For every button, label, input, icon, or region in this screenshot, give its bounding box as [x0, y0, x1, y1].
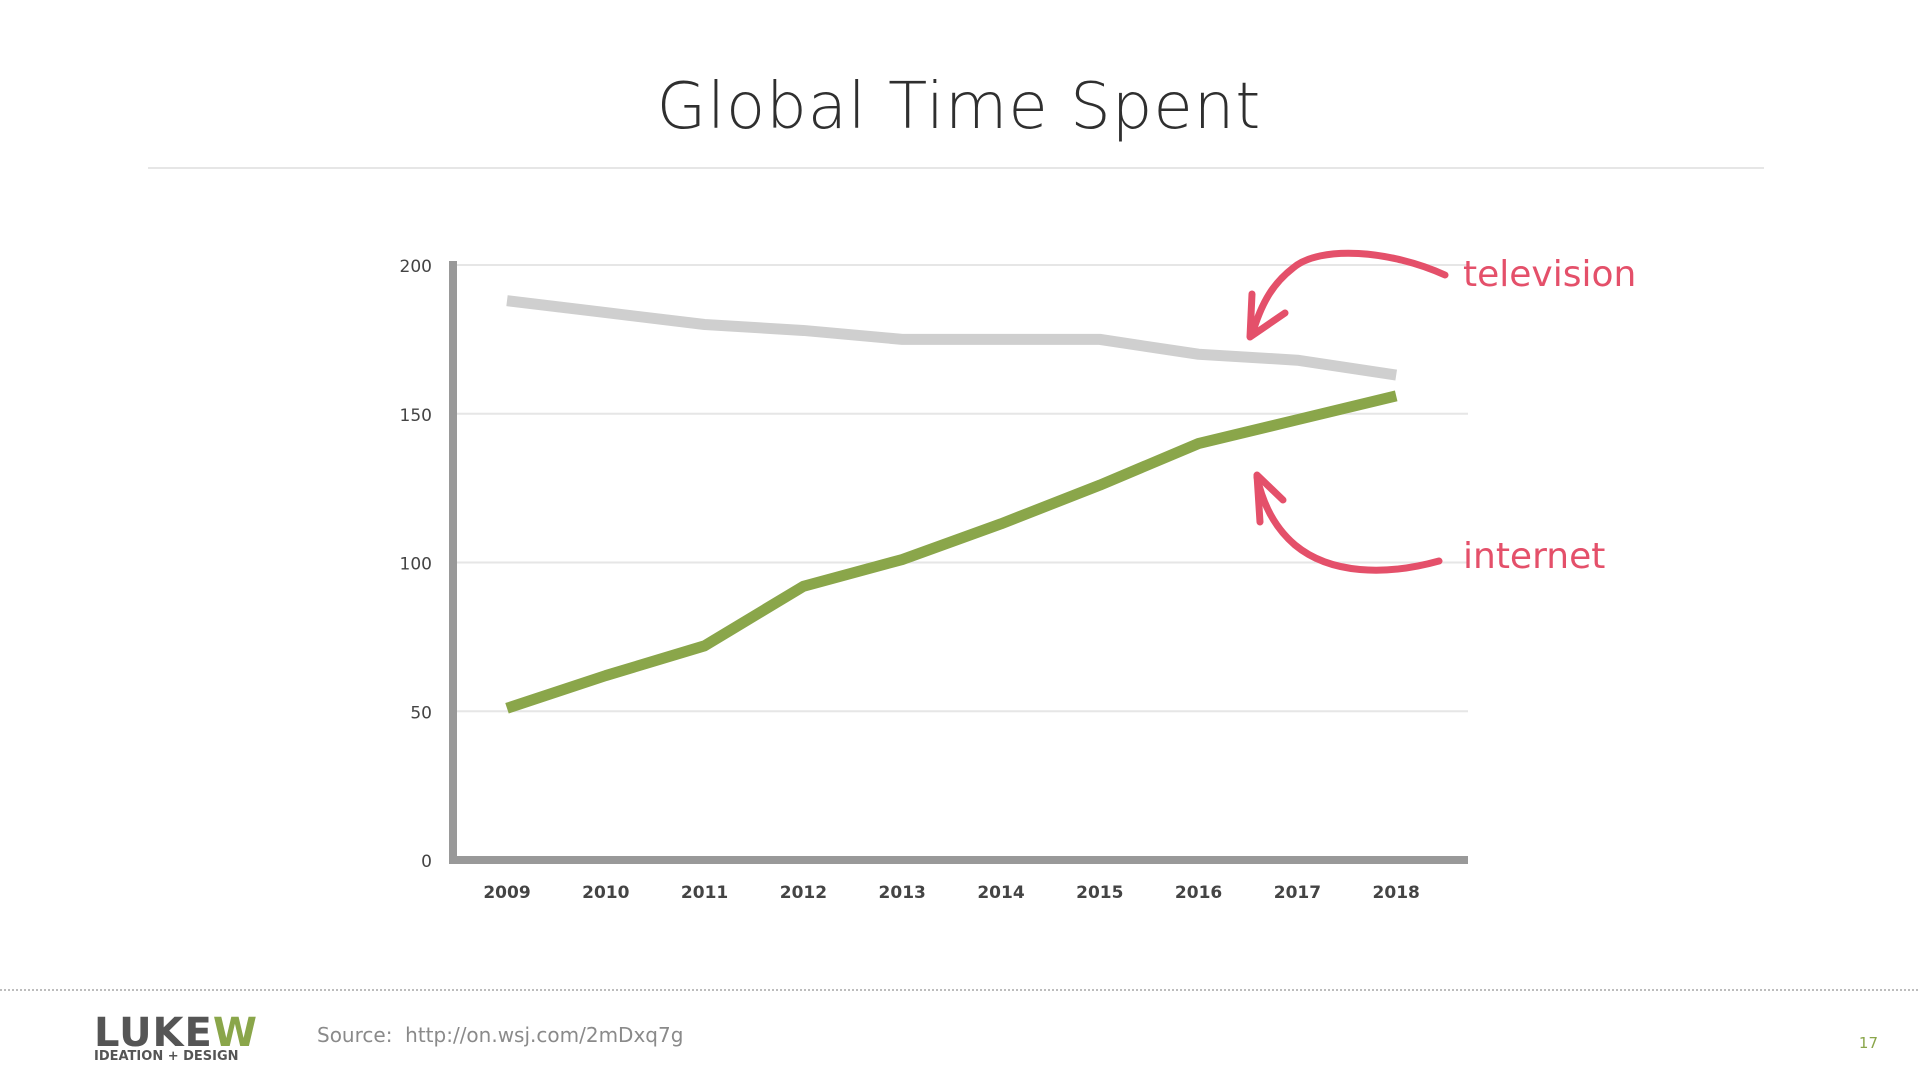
- x-tick-label: 2009: [483, 883, 530, 903]
- y-tick-label: 100: [400, 555, 432, 575]
- logo-wordmark: LUKEW: [94, 1012, 258, 1056]
- x-tick-label: 2015: [1076, 883, 1123, 903]
- x-tick-label: 2011: [681, 883, 728, 903]
- source-label: Source:: [317, 1023, 393, 1047]
- annotation-internet: internet: [1463, 536, 1605, 577]
- page-number: 17: [1858, 1034, 1878, 1052]
- television-arrowhead: [1246, 290, 1289, 341]
- y-tick-label: 150: [400, 406, 432, 426]
- source-link[interactable]: http://on.wsj.com/2mDxq7g: [405, 1023, 684, 1047]
- y-tick-label: 200: [400, 257, 432, 277]
- series-line-internet: [505, 390, 1398, 714]
- line-chart: 0 50 100 150 200 2009 2010 2011 2012 2013 2014 2015…: [400, 249, 1636, 903]
- lukew-logo: LUKEW IDEATION + DESIGN: [94, 1012, 258, 1062]
- logo-tagline: IDEATION + DESIGN: [94, 1049, 239, 1062]
- source-citation: Source: http://on.wsj.com/2mDxq7g: [317, 1023, 683, 1047]
- x-tick-label: 2016: [1175, 883, 1222, 903]
- internet-arrowhead: [1253, 471, 1287, 526]
- y-tick-label: 0: [421, 852, 432, 872]
- x-tick-label: 2012: [780, 883, 827, 903]
- annotation-television: television: [1463, 254, 1636, 295]
- series-line-television: [506, 295, 1398, 381]
- title-divider: [148, 167, 1764, 169]
- slide-title: Global Time Spent: [656, 70, 1262, 144]
- y-tick-label: 50: [410, 703, 432, 723]
- internet-arrow: [1253, 473, 1443, 574]
- x-tick-label: 2010: [582, 883, 629, 903]
- x-tick-label: 2018: [1373, 883, 1420, 903]
- x-tick-label: 2014: [977, 883, 1024, 903]
- television-arrow: [1248, 249, 1449, 339]
- x-tick-label: 2013: [879, 883, 926, 903]
- footer-divider: [0, 989, 1918, 991]
- x-tick-label: 2017: [1274, 883, 1321, 903]
